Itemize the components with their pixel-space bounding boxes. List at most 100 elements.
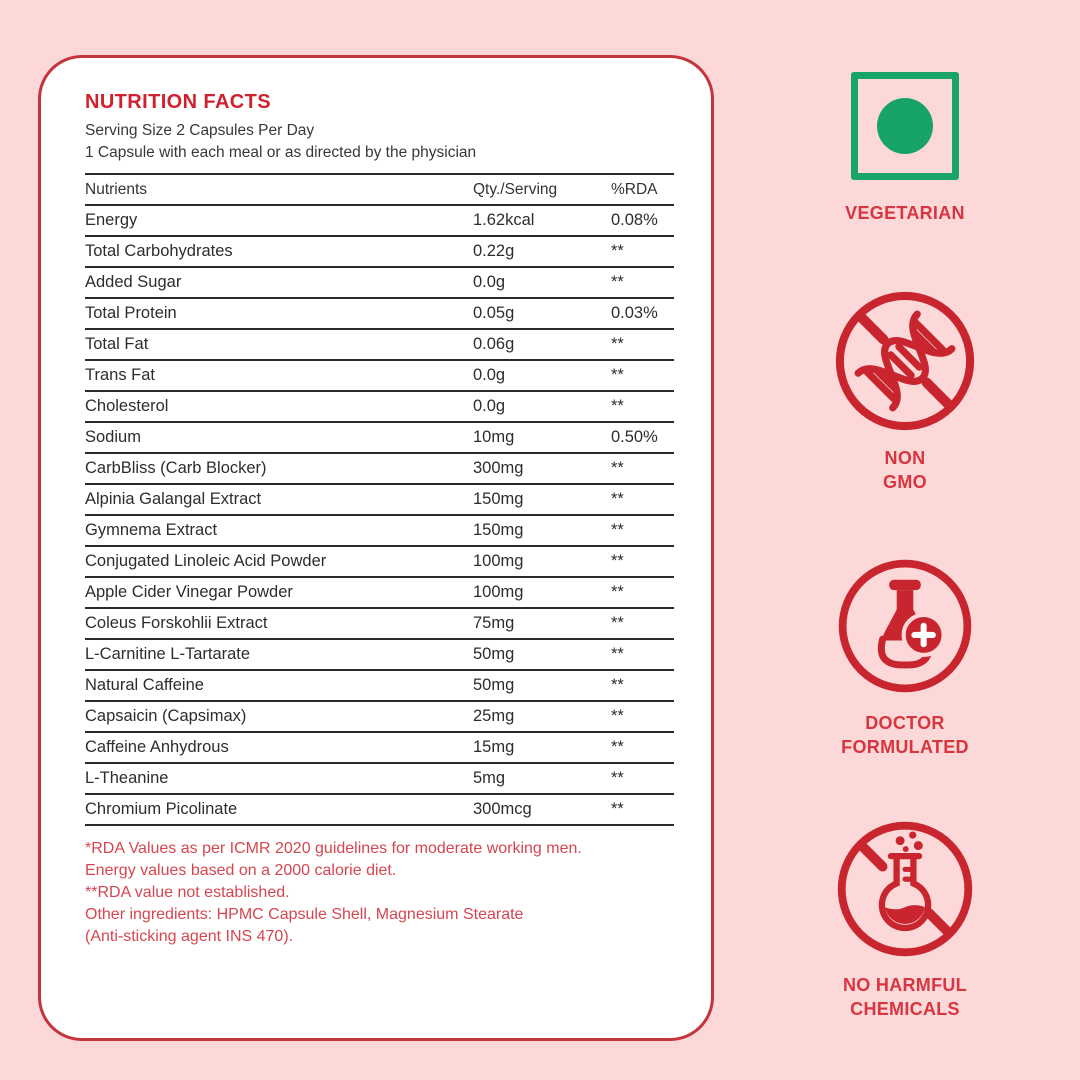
nutrient-qty: 0.0g xyxy=(473,360,611,392)
nutrient-name: Natural Caffeine xyxy=(85,670,473,702)
vegetarian-mark-icon xyxy=(851,72,959,180)
nutrient-name: L-Carnitine L-Tartarate xyxy=(85,639,473,671)
nutrient-qty: 50mg xyxy=(473,670,611,702)
badge-doctor-formulated: DOCTOR FORMULATED xyxy=(815,557,995,759)
nutrient-qty: 50mg xyxy=(473,639,611,671)
vegetarian-dot-icon xyxy=(877,98,933,154)
nutrient-name: Coleus Forskohlii Extract xyxy=(85,608,473,640)
nutrient-rda: ** xyxy=(611,577,674,609)
nutrition-table: Nutrients Qty./Serving %RDA Energy 1.62kc… xyxy=(85,173,674,826)
nutrient-qty: 10mg xyxy=(473,422,611,454)
nutrient-rda: ** xyxy=(611,329,674,361)
table-row: L-Theanine 5mg ** xyxy=(85,763,674,795)
nutrient-rda: ** xyxy=(611,360,674,392)
nutrient-rda: ** xyxy=(611,670,674,702)
nutrient-name: Apple Cider Vinegar Powder xyxy=(85,577,473,609)
nutrition-label-card: NUTRITION FACTS Serving Size 2 Capsules … xyxy=(38,55,714,1041)
nutrient-name: Gymnema Extract xyxy=(85,515,473,547)
dna-crossed-icon xyxy=(833,289,977,433)
serving-size-line: Serving Size 2 Capsules Per Day xyxy=(85,122,315,139)
nutrient-rda: ** xyxy=(611,701,674,733)
nutrient-qty: 75mg xyxy=(473,608,611,640)
table-row: Gymnema Extract 150mg ** xyxy=(85,515,674,547)
nutrient-name: Alpinia Galangal Extract xyxy=(85,484,473,516)
nutrient-name: CarbBliss (Carb Blocker) xyxy=(85,453,473,485)
header-qty-serving: Qty./Serving xyxy=(473,174,611,206)
footnote-line: Other ingredients: HPMC Capsule Shell, M… xyxy=(85,906,524,923)
nutrient-name: Total Fat xyxy=(85,329,473,361)
badge-non-gmo: NON GMO xyxy=(815,289,995,494)
serving-info: Serving Size 2 Capsules Per Day 1 Capsul… xyxy=(85,120,674,164)
nutrient-qty: 0.22g xyxy=(473,236,611,268)
header-rda: %RDA xyxy=(611,174,674,206)
nutrient-rda: ** xyxy=(611,484,674,516)
table-row: Caffeine Anhydrous 15mg ** xyxy=(85,732,674,764)
footnote-line: *RDA Values as per ICMR 2020 guidelines … xyxy=(85,840,582,857)
table-row: Total Carbohydrates 0.22g ** xyxy=(85,236,674,268)
table-row: Sodium 10mg 0.50% xyxy=(85,422,674,454)
nutrient-qty: 0.05g xyxy=(473,298,611,330)
table-row: Capsaicin (Capsimax) 25mg ** xyxy=(85,701,674,733)
nutrient-name: Conjugated Linoleic Acid Powder xyxy=(85,546,473,578)
nutrition-facts-title: NUTRITION FACTS xyxy=(85,91,271,113)
nutrient-rda: ** xyxy=(611,763,674,795)
nutrient-name: L-Theanine xyxy=(85,763,473,795)
nutrient-qty: 0.0g xyxy=(473,391,611,423)
nutrient-qty: 15mg xyxy=(473,732,611,764)
nutrient-qty: 25mg xyxy=(473,701,611,733)
nutrient-name: Capsaicin (Capsimax) xyxy=(85,701,473,733)
nutrient-qty: 1.62kcal xyxy=(473,205,611,237)
table-row: Alpinia Galangal Extract 150mg ** xyxy=(85,484,674,516)
table-row: Cholesterol 0.0g ** xyxy=(85,391,674,423)
footnotes: *RDA Values as per ICMR 2020 guidelines … xyxy=(85,838,674,948)
nutrition-table-body: Energy 1.62kcal 0.08% Total Carbohydrates 0.… xyxy=(85,205,674,826)
table-row: Coleus Forskohlii Extract 75mg ** xyxy=(85,608,674,640)
nutrient-rda: ** xyxy=(611,515,674,547)
table-row: Chromium Picolinate 300mcg ** xyxy=(85,794,674,826)
nutrient-name: Caffeine Anhydrous xyxy=(85,732,473,764)
table-row: Natural Caffeine 50mg ** xyxy=(85,670,674,702)
table-row: Total Protein 0.05g 0.03% xyxy=(85,298,674,330)
badge-non-gmo-label: NON GMO xyxy=(883,448,927,492)
nutrient-name: Energy xyxy=(85,205,473,237)
nutrient-name: Chromium Picolinate xyxy=(85,794,473,826)
badge-vegetarian: VEGETARIAN xyxy=(815,72,995,225)
nutrient-name: Cholesterol xyxy=(85,391,473,423)
nutrient-rda: ** xyxy=(611,453,674,485)
badge-doctor-formulated-label: DOCTOR FORMULATED xyxy=(841,713,969,757)
table-row: Total Fat 0.06g ** xyxy=(85,329,674,361)
nutrient-qty: 0.0g xyxy=(473,267,611,299)
badge-no-harmful-chemicals: NO HARMFUL CHEMICALS xyxy=(815,819,995,1021)
badge-vegetarian-label: VEGETARIAN xyxy=(845,203,965,223)
nutrient-name: Trans Fat xyxy=(85,360,473,392)
table-row: Apple Cider Vinegar Powder 100mg ** xyxy=(85,577,674,609)
footnote-line: Energy values based on a 2000 calorie di… xyxy=(85,862,397,879)
nutrient-rda: 0.50% xyxy=(611,422,674,454)
nutrient-rda: ** xyxy=(611,546,674,578)
nutrient-name: Added Sugar xyxy=(85,267,473,299)
table-header-row: Nutrients Qty./Serving %RDA xyxy=(85,174,674,206)
table-row: L-Carnitine L-Tartarate 50mg ** xyxy=(85,639,674,671)
badge-no-harmful-chemicals-label: NO HARMFUL CHEMICALS xyxy=(843,975,967,1019)
nutrient-qty: 150mg xyxy=(473,515,611,547)
table-row: CarbBliss (Carb Blocker) 300mg ** xyxy=(85,453,674,485)
header-nutrients: Nutrients xyxy=(85,174,473,206)
footnote-line: (Anti-sticking agent INS 470). xyxy=(85,928,294,945)
table-row: Added Sugar 0.0g ** xyxy=(85,267,674,299)
nutrient-qty: 300mcg xyxy=(473,794,611,826)
nutrient-qty: 300mg xyxy=(473,453,611,485)
nutrient-name: Sodium xyxy=(85,422,473,454)
nutrient-rda: ** xyxy=(611,608,674,640)
nutrient-qty: 0.06g xyxy=(473,329,611,361)
nutrient-rda: ** xyxy=(611,236,674,268)
flask-crossed-icon xyxy=(835,819,975,959)
serving-direction-line: 1 Capsule with each meal or as directed … xyxy=(85,144,477,161)
nutrient-name: Total Protein xyxy=(85,298,473,330)
nutrient-qty: 150mg xyxy=(473,484,611,516)
footnote-line: **RDA value not established. xyxy=(85,884,290,901)
nutrient-rda: 0.03% xyxy=(611,298,674,330)
table-row: Energy 1.62kcal 0.08% xyxy=(85,205,674,237)
flask-plus-icon xyxy=(836,557,974,695)
nutrient-rda: 0.08% xyxy=(611,205,674,237)
nutrient-qty: 100mg xyxy=(473,577,611,609)
